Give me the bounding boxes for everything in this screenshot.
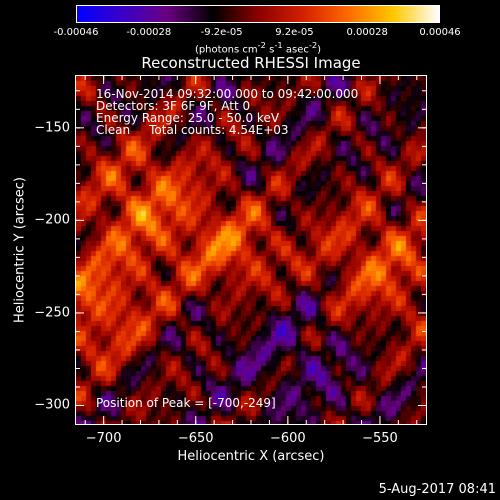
y-tick-label: −250 [34,305,70,321]
colorbar-tick-label: 9.2e-05 [275,27,314,38]
plot-frame [75,75,427,425]
heatmap-image [76,76,426,424]
y-tick-label: −300 [34,397,70,413]
y-tick-label: −200 [34,212,70,228]
colorbar [76,5,440,23]
colorbar-tick-label: 0.00028 [346,27,388,38]
peak-position-label: Position of Peak = [-700,-249] [96,396,276,410]
x-tick-label: −650 [177,431,214,446]
x-tick-label: −600 [269,431,306,446]
x-tick-label: −550 [362,431,398,446]
colorbar-tick-label: 0.00046 [419,27,461,38]
colorbar-unit-label: (photons cm-2 s-1 asec-2) [194,40,322,56]
colorbar-tick-label: -0.00046 [53,27,99,38]
method-label: Clean Total counts: 4.54E+03 [96,123,289,137]
footer-date: 5-Aug-2017 08:41 [378,482,496,497]
colorbar-tick-label: -0.00028 [126,27,172,38]
detectors-label: Detectors: 3F 6F 9F, Att 0 [96,99,251,113]
chart-title: Reconstructed RHESSI Image [141,54,361,72]
x-tick-label: −700 [85,431,122,446]
y-axis-label: Heliocentric Y (arcsec) [12,177,28,323]
time-range-label: 16-Nov-2014 09:32:00.000 to 09:42:00.000 [96,87,359,101]
y-tick-label: −150 [34,120,70,136]
x-axis-label: Heliocentric X (arcsec) [177,449,325,464]
colorbar-tick-label: -9.2e-05 [200,27,243,38]
energy-range-label: Energy Range: 25.0 - 50.0 keV [96,111,280,125]
